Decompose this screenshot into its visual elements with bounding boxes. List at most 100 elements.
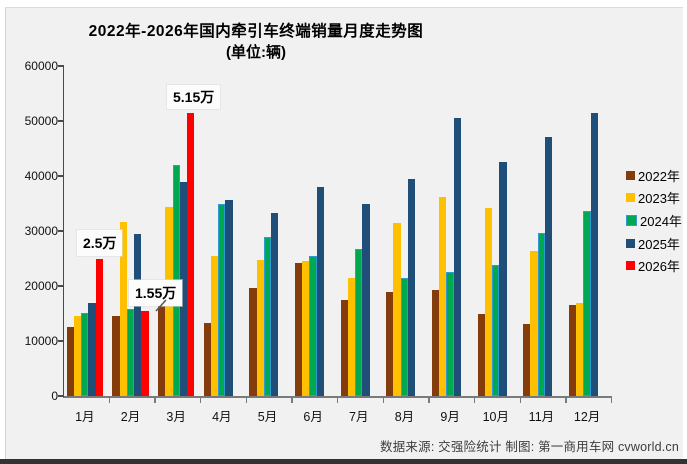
- month-group-11月: [521, 66, 567, 396]
- y-axis-label: 20000: [24, 279, 58, 293]
- bar-2025年-2月: [134, 234, 142, 396]
- bar-2023年-4月: [210, 256, 219, 396]
- x-axis-label: 4月: [212, 410, 232, 424]
- bar-2022年-3月: [157, 299, 166, 396]
- y-axis-label: 30000: [24, 224, 58, 238]
- bar-2025年-4月: [225, 199, 233, 396]
- legend-item-2022: 2022年: [626, 164, 682, 187]
- x-axis-label: 9月: [440, 410, 460, 424]
- bar-2022年-11月: [523, 323, 531, 396]
- bar-2022年-12月: [568, 304, 577, 396]
- x-axis-label: 12月: [573, 410, 601, 424]
- month-group-5月: [247, 66, 293, 396]
- x-axis-tick: [336, 398, 339, 403]
- x-axis-tick: [473, 398, 476, 403]
- bar-2025年-12月: [590, 112, 598, 396]
- bar-2024年-6月: [309, 255, 317, 396]
- month-group-1月: [64, 66, 110, 396]
- bar-2022年-6月: [294, 262, 303, 396]
- annotation-mar-2026: 5.15万: [167, 85, 221, 109]
- bar-2025年-3月: [179, 181, 188, 396]
- x-axis-label: 7月: [349, 410, 369, 424]
- legend-label-2024: 2024年: [640, 213, 682, 229]
- bar-2023年-8月: [393, 222, 401, 396]
- legend: 2022年 2023年 2024年 2025年 2026年: [626, 164, 682, 277]
- month-group-9月: [429, 66, 475, 396]
- bar-2022年-4月: [203, 323, 211, 396]
- chart-title-block: 2022年-2026年国内牵引车终端销量月度走势图 (单位:辆): [0, 22, 512, 63]
- legend-label-2022: 2022年: [638, 168, 680, 184]
- bottom-strip: [0, 459, 687, 464]
- y-axis-tick: [58, 395, 64, 397]
- bar-2023年-1月: [73, 316, 82, 396]
- bar-2024年-11月: [537, 232, 546, 396]
- x-axis-label: 10月: [482, 410, 509, 424]
- y-axis-tick: [58, 340, 64, 342]
- bar-2026年-3月: [187, 112, 195, 396]
- legend-item-2025: 2025年: [626, 232, 682, 255]
- legend-swatch-2022: [626, 170, 635, 180]
- bar-2026年-1月: [95, 258, 104, 396]
- x-axis-label: 8月: [394, 410, 415, 424]
- x-axis-tick: [199, 398, 202, 403]
- x-axis-tick: [245, 398, 248, 403]
- y-axis-label: 60000: [24, 59, 58, 73]
- bar-2022年-9月: [431, 289, 440, 396]
- x-axis-label: 1月: [75, 410, 95, 424]
- chart-title: 2022年-2026年国内牵引车终端销量月度走势图: [88, 23, 424, 40]
- legend-swatch-2026: [626, 261, 635, 271]
- plot-area: 0 10000 20000 30000 40000 50000 60000 1月 2月 3月 4月 5…: [25, 59, 613, 424]
- bar-2023年-2月: [119, 221, 127, 396]
- bar-2025年-9月: [453, 118, 462, 396]
- bar-2024年-2月: [126, 309, 135, 396]
- x-axis-tick: [428, 398, 430, 403]
- bar-2026年-2月: [141, 310, 149, 396]
- bar-2024年-10月: [492, 265, 500, 396]
- bar-2024年-1月: [81, 312, 89, 396]
- y-axis-tick: [58, 120, 64, 122]
- x-axis-label: 2月: [120, 410, 141, 424]
- bar-2024年-7月: [355, 249, 363, 396]
- month-group-3月: [155, 66, 201, 396]
- legend-item-2023: 2023年: [626, 187, 682, 210]
- month-group-7月: [338, 66, 384, 396]
- bar-2024年-5月: [263, 236, 272, 396]
- legend-swatch-2025: [626, 238, 635, 248]
- x-axis-tick: [610, 398, 613, 403]
- annotation-jan-2026: 2.5万: [77, 230, 123, 256]
- chart-subtitle: (单位:辆): [226, 43, 286, 61]
- legend-item-2024: 2024年: [626, 209, 682, 232]
- x-axis-tick: [108, 398, 111, 403]
- bar-2022年-1月: [66, 327, 74, 396]
- y-axis-label: 10000: [24, 334, 58, 348]
- month-group-12月: [566, 66, 612, 396]
- y-axis-tick: [58, 65, 64, 67]
- y-axis-tick: [58, 285, 64, 287]
- legend-label-2025: 2025年: [638, 236, 680, 252]
- bar-2025年-1月: [88, 303, 96, 396]
- legend-item-2026: 2026年: [626, 254, 682, 277]
- bar-2023年-7月: [347, 277, 356, 396]
- y-axis-tick: [58, 175, 64, 177]
- bar-2022年-5月: [249, 288, 257, 396]
- legend-swatch-2024: [626, 214, 637, 226]
- legend-label-2026: 2026年: [638, 259, 680, 275]
- bar-2022年-10月: [477, 313, 485, 396]
- x-axis-tick: [519, 398, 522, 403]
- bar-2025年-5月: [271, 212, 279, 396]
- y-axis-tick: [58, 230, 64, 232]
- x-axis-tick: [565, 398, 567, 403]
- annotation-leader-line: [155, 299, 167, 312]
- x-axis-label: 11月: [528, 410, 555, 424]
- bar-2025年-11月: [545, 136, 553, 396]
- bar-2024年-8月: [400, 277, 409, 396]
- legend-label-2023: 2023年: [638, 191, 680, 207]
- month-group-2月: [110, 66, 156, 396]
- bar-2024年-9月: [446, 272, 454, 396]
- bar-2024年-4月: [218, 204, 226, 396]
- x-axis-label: 6月: [303, 410, 323, 424]
- month-group-6月: [292, 66, 338, 396]
- y-axis-label: 50000: [24, 114, 58, 128]
- y-axis-label: 0: [51, 389, 58, 403]
